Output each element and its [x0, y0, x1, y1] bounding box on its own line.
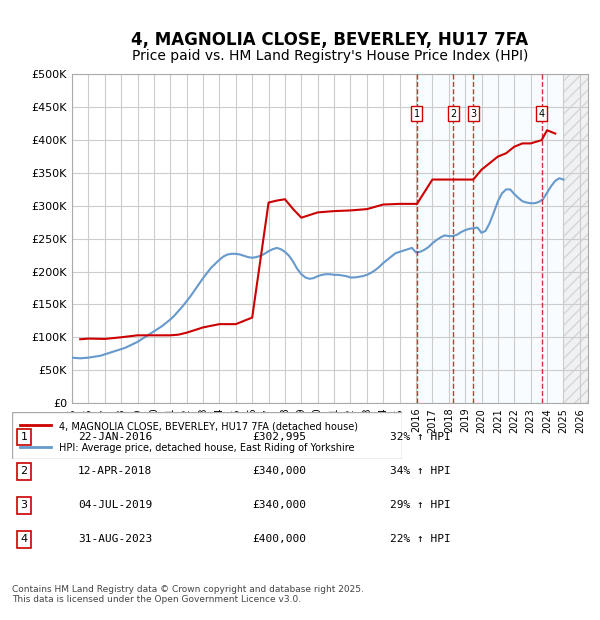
- Text: 22-JAN-2016: 22-JAN-2016: [78, 432, 152, 442]
- Text: 3: 3: [20, 500, 28, 510]
- Text: £400,000: £400,000: [252, 534, 306, 544]
- Text: 2: 2: [450, 109, 457, 119]
- Text: 1: 1: [414, 109, 420, 119]
- Bar: [417, 74, 588, 403]
- Text: 34% ↑ HPI: 34% ↑ HPI: [390, 466, 451, 476]
- Text: HPI: Average price, detached house, East Riding of Yorkshire: HPI: Average price, detached house, East…: [59, 443, 354, 453]
- Text: 32% ↑ HPI: 32% ↑ HPI: [390, 432, 451, 442]
- Bar: [563, 74, 588, 403]
- Text: Contains HM Land Registry data © Crown copyright and database right 2025.
This d: Contains HM Land Registry data © Crown c…: [12, 585, 364, 604]
- Bar: [563, 74, 588, 403]
- Text: £302,995: £302,995: [252, 432, 306, 442]
- Text: £340,000: £340,000: [252, 466, 306, 476]
- Text: 1: 1: [20, 432, 28, 442]
- Text: 4: 4: [20, 534, 28, 544]
- Text: 4: 4: [539, 109, 545, 119]
- Text: 29% ↑ HPI: 29% ↑ HPI: [390, 500, 451, 510]
- Text: 2: 2: [20, 466, 28, 476]
- Text: £340,000: £340,000: [252, 500, 306, 510]
- Text: 12-APR-2018: 12-APR-2018: [78, 466, 152, 476]
- Text: 04-JUL-2019: 04-JUL-2019: [78, 500, 152, 510]
- Text: 3: 3: [470, 109, 476, 119]
- Text: 4, MAGNOLIA CLOSE, BEVERLEY, HU17 7FA: 4, MAGNOLIA CLOSE, BEVERLEY, HU17 7FA: [131, 31, 529, 50]
- Text: 31-AUG-2023: 31-AUG-2023: [78, 534, 152, 544]
- Text: Price paid vs. HM Land Registry's House Price Index (HPI): Price paid vs. HM Land Registry's House …: [132, 49, 528, 63]
- Text: 4, MAGNOLIA CLOSE, BEVERLEY, HU17 7FA (detached house): 4, MAGNOLIA CLOSE, BEVERLEY, HU17 7FA (d…: [59, 421, 358, 432]
- Text: 22% ↑ HPI: 22% ↑ HPI: [390, 534, 451, 544]
- FancyBboxPatch shape: [12, 412, 402, 459]
